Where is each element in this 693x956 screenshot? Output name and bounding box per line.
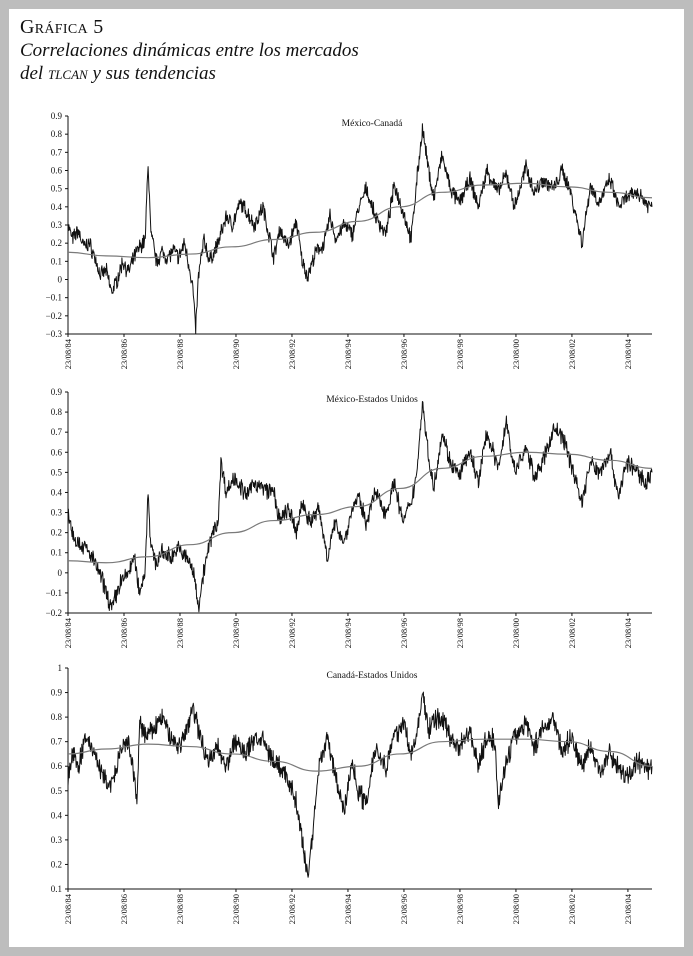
x-tick-label: 23/08/86	[119, 618, 129, 648]
y-tick-label: 0.8	[51, 129, 63, 139]
y-tick-label: 0.5	[51, 467, 63, 477]
x-tick-label: 23/08/02	[567, 339, 577, 369]
y-tick-label: 0.7	[51, 427, 63, 437]
x-tick-label: 23/08/88	[175, 339, 185, 369]
x-tick-label: 23/08/94	[343, 338, 353, 369]
y-tick-label: 0.6	[51, 447, 63, 457]
x-tick-label: 23/08/00	[511, 894, 521, 924]
correlation-series	[67, 691, 653, 878]
x-tick-label: 23/08/90	[231, 339, 241, 369]
x-tick-label: 23/08/98	[455, 618, 465, 648]
y-tick-label: −0.1	[46, 588, 62, 598]
y-tick-label: 0.2	[51, 238, 62, 248]
y-tick-label: −0.2	[46, 311, 62, 321]
x-tick-label: 23/08/96	[399, 894, 409, 924]
x-tick-label: 23/08/90	[231, 618, 241, 648]
y-tick-label: 0.7	[51, 737, 63, 747]
y-tick-label: 0	[58, 275, 63, 285]
x-tick-label: 23/08/04	[623, 338, 633, 369]
title-line-1: Correlaciones dinámicas entre los mercad…	[20, 40, 359, 61]
chart-2: −0.2 −0.1 0 0.1 0.2 0.3 0.4 0.5 0.6 0.7 0.8 0.9 23/0…	[46, 387, 653, 648]
y-tick-label: 0.6	[51, 761, 63, 771]
y-tick-label: 0.1	[51, 884, 62, 894]
x-tick-label: 23/08/02	[567, 618, 577, 648]
y-tick-label: 0.8	[51, 712, 63, 722]
y-tick-label: −0.1	[46, 293, 62, 303]
figure-panel	[9, 9, 684, 947]
trend-line	[67, 451, 653, 564]
x-tick-label: 23/08/86	[119, 339, 129, 369]
chart-title: México-Estados Unidos	[326, 395, 418, 405]
y-tick-label: −0.3	[46, 329, 63, 339]
chart-title: México-Canadá	[342, 119, 403, 129]
x-tick-label: 23/08/00	[511, 618, 521, 648]
y-tick-label: 0.9	[51, 688, 63, 698]
title-line-2-post: y sus tendencias	[87, 63, 216, 84]
y-tick-label: 0.6	[51, 166, 63, 176]
figure-header: Gráfica 5 Correlaciones dinámicas entre …	[20, 16, 359, 85]
y-tick-label: 0.5	[51, 184, 63, 194]
y-tick-label: 0.5	[51, 786, 63, 796]
x-tick-label: 23/08/98	[455, 339, 465, 369]
y-tick-label: 0.7	[51, 147, 63, 157]
y-tick-label: 0.1	[51, 256, 62, 266]
y-tick-label: 0.4	[51, 810, 63, 820]
trend-line	[67, 182, 653, 259]
y-tick-label: 1	[58, 663, 63, 673]
y-tick-label: 0.1	[51, 548, 62, 558]
y-tick-label: 0.2	[51, 528, 62, 538]
y-tick-label: 0.2	[51, 859, 62, 869]
x-tick-label: 23/08/90	[231, 894, 241, 924]
y-tick-label: 0.4	[51, 487, 63, 497]
y-tick-label: 0.3	[51, 508, 63, 518]
figure-title: Correlaciones dinámicas entre los mercad…	[20, 39, 359, 85]
x-tick-label: 23/08/94	[343, 617, 353, 648]
x-tick-label: 23/08/04	[623, 617, 633, 648]
x-tick-label: 23/08/98	[455, 894, 465, 924]
x-tick-label: 23/08/96	[399, 618, 409, 648]
x-tick-label: 23/08/88	[175, 894, 185, 924]
correlation-series	[67, 123, 653, 335]
x-tick-label: 23/08/02	[567, 894, 577, 924]
title-line-2-pre: del	[20, 63, 48, 84]
y-tick-label: 0.8	[51, 407, 63, 417]
x-tick-label: 23/08/84	[63, 338, 73, 369]
x-tick-label: 23/08/96	[399, 339, 409, 369]
y-tick-label: 0.9	[51, 387, 63, 397]
x-tick-label: 23/08/94	[343, 893, 353, 924]
chart-title: Canadá-Estados Unidos	[326, 671, 417, 681]
y-tick-label: 0.4	[51, 202, 63, 212]
x-tick-label: 23/08/88	[175, 618, 185, 648]
x-tick-label: 23/08/04	[623, 893, 633, 924]
x-tick-label: 23/08/84	[63, 617, 73, 648]
trend-line	[67, 738, 653, 772]
y-tick-label: 0.3	[51, 220, 63, 230]
y-tick-label: 0	[58, 568, 63, 578]
x-tick-label: 23/08/86	[119, 894, 129, 924]
x-tick-label: 23/08/92	[287, 339, 297, 369]
y-tick-label: −0.2	[46, 608, 62, 618]
x-tick-label: 23/08/92	[287, 894, 297, 924]
x-tick-label: 23/08/92	[287, 618, 297, 648]
x-tick-label: 23/08/84	[63, 893, 73, 924]
chart-3: 0.1 0.2 0.3 0.4 0.5 0.6 0.7 0.8 0.9 1 23/08/84 23/0…	[51, 663, 653, 924]
y-tick-label: 0.9	[51, 111, 63, 121]
x-tick-label: 23/08/00	[511, 339, 521, 369]
figure-label: Gráfica 5	[20, 16, 104, 38]
title-acronym: tlcan	[47, 63, 88, 84]
chart-1: −0.3 −0.2 −0.1 0 0.1 0.2 0.3 0.4 0.5 0.6 0.7 0.8 0.9…	[46, 111, 653, 369]
y-tick-label: 0.3	[51, 835, 63, 845]
